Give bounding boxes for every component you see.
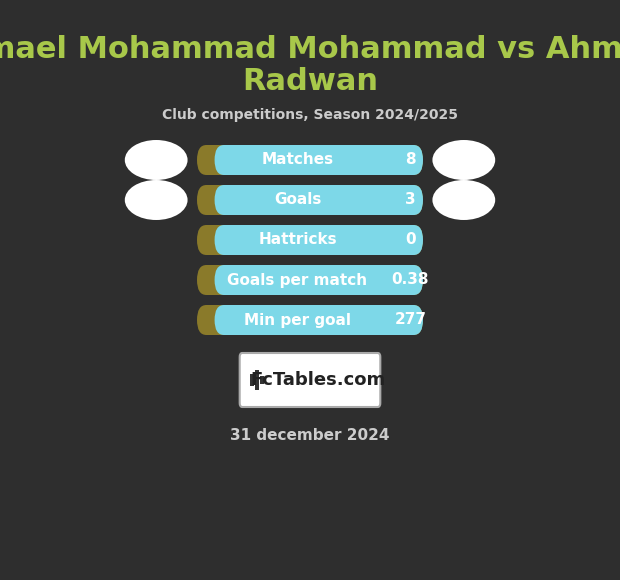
FancyBboxPatch shape xyxy=(215,305,423,335)
FancyBboxPatch shape xyxy=(197,145,423,175)
Ellipse shape xyxy=(432,180,495,220)
FancyBboxPatch shape xyxy=(215,145,423,175)
Text: 0: 0 xyxy=(405,233,416,248)
FancyBboxPatch shape xyxy=(215,225,423,255)
Ellipse shape xyxy=(125,140,188,180)
Ellipse shape xyxy=(125,180,188,220)
Text: Goals: Goals xyxy=(274,193,321,208)
Text: Ismael Mohammad Mohammad vs Ahmed: Ismael Mohammad Mohammad vs Ahmed xyxy=(0,35,620,64)
FancyBboxPatch shape xyxy=(197,305,423,335)
Ellipse shape xyxy=(432,140,495,180)
Text: 3: 3 xyxy=(405,193,416,208)
FancyBboxPatch shape xyxy=(255,370,259,390)
Text: 31 december 2024: 31 december 2024 xyxy=(230,427,390,443)
Text: Radwan: Radwan xyxy=(242,67,378,96)
FancyBboxPatch shape xyxy=(215,265,423,295)
FancyBboxPatch shape xyxy=(197,185,423,215)
FancyBboxPatch shape xyxy=(260,376,264,384)
FancyBboxPatch shape xyxy=(215,185,423,215)
FancyBboxPatch shape xyxy=(240,353,380,407)
FancyBboxPatch shape xyxy=(197,225,423,255)
FancyBboxPatch shape xyxy=(250,374,254,386)
Text: Matches: Matches xyxy=(262,153,334,168)
Text: Hattricks: Hattricks xyxy=(258,233,337,248)
Text: FcTables.com: FcTables.com xyxy=(250,371,385,389)
Text: Club competitions, Season 2024/2025: Club competitions, Season 2024/2025 xyxy=(162,108,458,122)
FancyBboxPatch shape xyxy=(197,265,423,295)
Text: Min per goal: Min per goal xyxy=(244,313,351,328)
Text: 8: 8 xyxy=(405,153,416,168)
Text: 0.38: 0.38 xyxy=(392,273,429,288)
Text: 277: 277 xyxy=(394,313,427,328)
Text: Goals per match: Goals per match xyxy=(228,273,368,288)
